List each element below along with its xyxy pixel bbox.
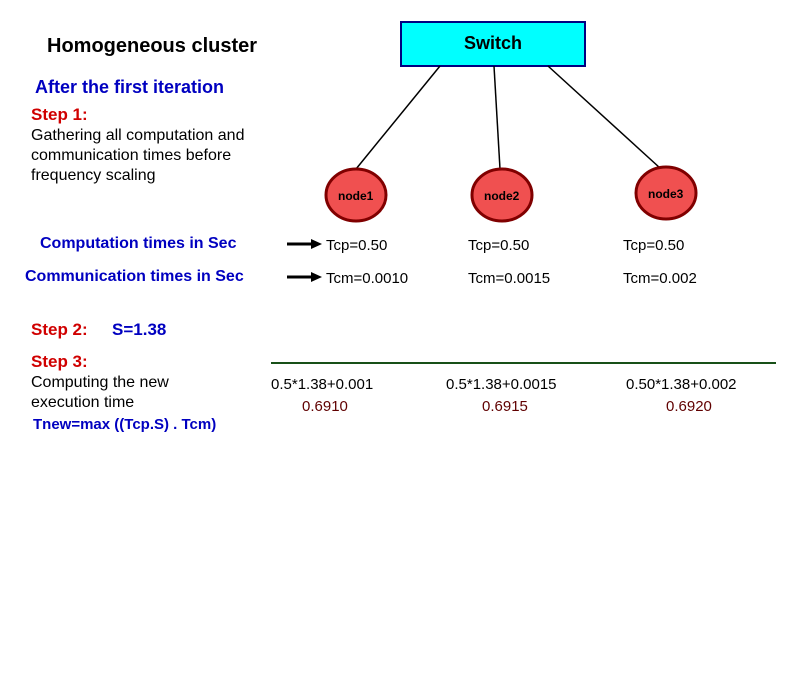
edge-2 (494, 66, 500, 169)
expr-2: 0.5*1.38+0.0015 (446, 376, 557, 393)
arrow-2-head (311, 272, 322, 282)
edge-3 (548, 66, 660, 168)
result-2: 0.6915 (482, 398, 528, 415)
tcp-1: Tcp=0.50 (326, 237, 387, 254)
step3-label: Step 3: (31, 352, 88, 372)
tcp-3: Tcp=0.50 (623, 237, 684, 254)
node3-label: node3 (648, 187, 683, 201)
expr-1: 0.5*1.38+0.001 (271, 376, 373, 393)
step2-value: S=1.38 (112, 320, 166, 340)
comp-times-label: Computation times in Sec (40, 235, 236, 253)
result-3: 0.6920 (666, 398, 712, 415)
step1-line1: Gathering all computation and (31, 127, 244, 145)
node1-label: node1 (338, 189, 373, 203)
edge-1 (356, 66, 440, 169)
switch-label: Switch (401, 33, 585, 54)
comm-times-label: Communication times in Sec (25, 268, 244, 286)
expr-3: 0.50*1.38+0.002 (626, 376, 737, 393)
page-title: Homogeneous cluster (47, 35, 257, 58)
step2-label: Step 2: (31, 320, 88, 340)
step1-label: Step 1: (31, 105, 88, 125)
tcp-2: Tcp=0.50 (468, 237, 529, 254)
diagram-svg (0, 0, 800, 698)
subtitle: After the first iteration (35, 77, 224, 98)
tcm-1: Tcm=0.0010 (326, 270, 408, 287)
tcm-3: Tcm=0.002 (623, 270, 697, 287)
arrow-1-head (311, 239, 322, 249)
step1-line3: frequency scaling (31, 167, 156, 185)
step1-line2: communication times before (31, 147, 231, 165)
formula: Tnew=max ((Tcp.S) . Tcm) (33, 416, 216, 433)
step3-line2: execution time (31, 394, 134, 412)
tcm-2: Tcm=0.0015 (468, 270, 550, 287)
step3-line1: Computing the new (31, 374, 169, 392)
node2-label: node2 (484, 189, 519, 203)
result-1: 0.6910 (302, 398, 348, 415)
